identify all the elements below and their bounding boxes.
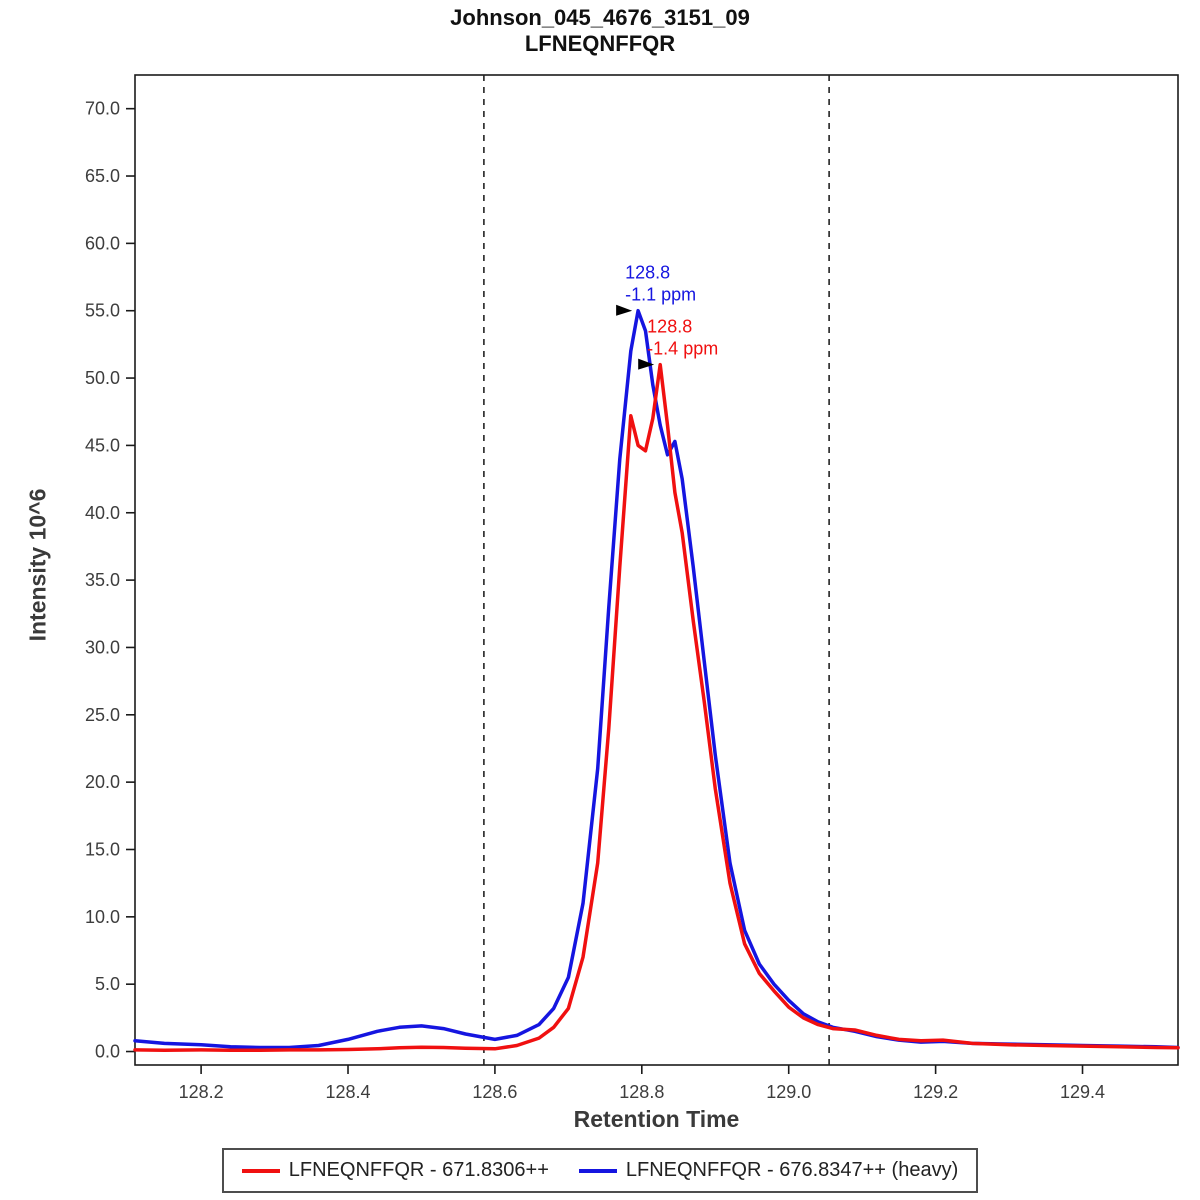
y-tick-label: 5.0 <box>95 974 120 994</box>
legend-item: LFNEQNFFQR - 671.8306++ <box>241 1159 549 1182</box>
x-tick-label: 128.4 <box>325 1082 370 1102</box>
legend-label: LFNEQNFFQR - 676.8347++ (heavy) <box>625 1159 959 1181</box>
y-tick-label: 0.0 <box>95 1042 120 1062</box>
peak-annotation: 128.8 <box>647 317 692 337</box>
y-tick-label: 25.0 <box>85 705 120 725</box>
peak-arrow-icon <box>616 304 633 316</box>
legend: LFNEQNFFQR - 671.8306++ LFNEQNFFQR - 676.… <box>0 1148 1200 1193</box>
legend-line-swatch <box>578 1168 617 1173</box>
x-tick-label: 129.4 <box>1060 1082 1105 1102</box>
legend-label: LFNEQNFFQR - 671.8306++ <box>288 1159 549 1181</box>
legend-box: LFNEQNFFQR - 671.8306++ LFNEQNFFQR - 676.… <box>221 1148 979 1193</box>
chromatogram-trace <box>133 308 1180 1050</box>
x-axis-label: Retention Time <box>573 1106 740 1132</box>
chromatogram-trace <box>133 362 1180 1052</box>
y-tick-label: 40.0 <box>85 503 120 523</box>
y-tick-label: 20.0 <box>85 772 120 792</box>
x-tick-label: 128.6 <box>472 1082 517 1102</box>
x-tick-label: 128.2 <box>179 1082 224 1102</box>
title-block: Johnson_045_4676_3151_09 LFNEQNFFQR <box>0 5 1200 57</box>
legend-item: LFNEQNFFQR - 676.8347++ (heavy) <box>578 1159 959 1182</box>
chromatogram-plot: 0.0 5.0 10.0 15.0 20.0 25.0 30.0 35.0 40.0 45.0 50… <box>85 74 1180 1102</box>
y-tick-label: 60.0 <box>85 233 120 253</box>
y-tick-label: 30.0 <box>85 637 120 657</box>
y-tick-label: 55.0 <box>85 301 120 321</box>
y-tick-label: 65.0 <box>85 166 120 186</box>
peak-arrow-icon <box>638 358 655 370</box>
x-tick-label: 129.0 <box>766 1082 811 1102</box>
y-tick-label: 15.0 <box>85 839 120 859</box>
y-tick-label: 10.0 <box>85 907 120 927</box>
y-tick-label: 45.0 <box>85 435 120 455</box>
peak-annotation: -1.4 ppm <box>647 339 718 359</box>
y-tick-label: 70.0 <box>85 99 120 119</box>
x-tick-label: 129.2 <box>913 1082 958 1102</box>
x-tick-label: 128.8 <box>619 1082 664 1102</box>
plot-frame <box>134 74 1179 1066</box>
peak-annotation: 128.8 <box>625 263 670 283</box>
peak-annotation: -1.1 ppm <box>625 285 696 305</box>
y-tick-label: 50.0 <box>85 368 120 388</box>
chart-title: Johnson_045_4676_3151_09 <box>450 5 750 30</box>
y-tick-label: 35.0 <box>85 570 120 590</box>
legend-line-swatch <box>241 1168 280 1173</box>
chart-subtitle: LFNEQNFFQR <box>524 31 676 56</box>
